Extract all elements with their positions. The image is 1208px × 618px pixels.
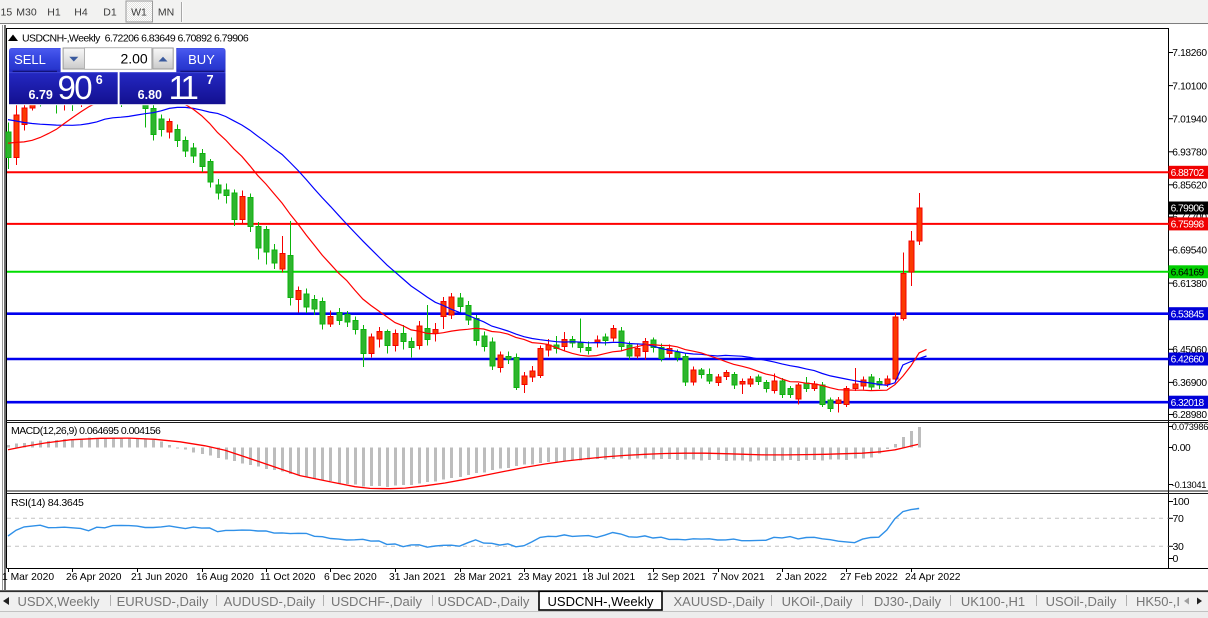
svg-text:7: 7 (207, 73, 214, 87)
svg-text:0.00: 0.00 (1172, 443, 1191, 454)
svg-text:0.073986: 0.073986 (1172, 422, 1208, 432)
svg-text:6.69540: 6.69540 (1172, 246, 1207, 257)
svg-text:90: 90 (58, 69, 93, 106)
svg-text:16 Aug 2020: 16 Aug 2020 (196, 572, 254, 583)
svg-text:18 Jul 2021: 18 Jul 2021 (582, 572, 636, 583)
svg-text:7.18260: 7.18260 (1172, 48, 1207, 59)
svg-text:31 Jan 2021: 31 Jan 2021 (389, 572, 446, 583)
svg-text:11: 11 (169, 69, 198, 106)
svg-text:6: 6 (96, 73, 103, 87)
svg-text:21 Jun 2020: 21 Jun 2020 (131, 572, 188, 583)
svg-text:6.32018: 6.32018 (1171, 398, 1205, 409)
svg-text:USDCHF-,Daily: USDCHF-,Daily (331, 594, 423, 609)
svg-text:MN: MN (158, 7, 174, 19)
svg-text:H4: H4 (74, 7, 88, 19)
svg-text:6.64169: 6.64169 (1171, 268, 1205, 279)
svg-text:1 Mar 2020: 1 Mar 2020 (2, 572, 54, 583)
svg-text:7 Nov 2021: 7 Nov 2021 (712, 572, 765, 583)
svg-text:7.10100: 7.10100 (1172, 81, 1207, 92)
svg-text:RSI(14) 84.3645: RSI(14) 84.3645 (11, 497, 84, 509)
svg-text:7.01940: 7.01940 (1172, 114, 1207, 125)
svg-text:XAUUSD-,Daily: XAUUSD-,Daily (673, 594, 765, 609)
svg-text:6.93780: 6.93780 (1172, 148, 1207, 159)
svg-text:70: 70 (1173, 513, 1185, 525)
svg-text:6.85620: 6.85620 (1172, 181, 1207, 192)
svg-text:DJ30-,Daily: DJ30-,Daily (874, 594, 942, 609)
svg-text:SELL: SELL (14, 52, 46, 67)
svg-text:6.36900: 6.36900 (1172, 378, 1207, 389)
svg-text:USDX,Weekly: USDX,Weekly (17, 594, 100, 609)
svg-text:W1: W1 (131, 7, 147, 19)
svg-text:D1: D1 (103, 7, 117, 19)
svg-text:26 Apr 2020: 26 Apr 2020 (66, 572, 122, 583)
svg-text:6.79906: 6.79906 (1171, 204, 1205, 215)
svg-text:6.79: 6.79 (29, 88, 53, 102)
svg-text:-0.13041: -0.13041 (1172, 480, 1206, 490)
svg-text:6.80: 6.80 (138, 88, 162, 102)
svg-text:27 Feb 2022: 27 Feb 2022 (840, 572, 898, 583)
svg-text:11 Oct 2020: 11 Oct 2020 (260, 572, 316, 583)
svg-text:UK100-,H1: UK100-,H1 (961, 594, 1025, 609)
svg-text:UKOil-,Daily: UKOil-,Daily (782, 594, 853, 609)
svg-text:6.42660: 6.42660 (1171, 355, 1205, 366)
svg-text:USDCAD-,Daily: USDCAD-,Daily (438, 594, 530, 609)
svg-text:M15: M15 (0, 7, 12, 19)
svg-text:2.00: 2.00 (120, 50, 147, 66)
svg-text:M30: M30 (16, 7, 37, 19)
svg-text:USDCNH-,Weekly 6.72206 6.8364: USDCNH-,Weekly 6.72206 6.83649 6.70892 6… (22, 33, 249, 45)
svg-text:6.28980: 6.28980 (1172, 410, 1207, 421)
svg-text:2 Jan 2022: 2 Jan 2022 (776, 572, 827, 583)
svg-text:6.88702: 6.88702 (1171, 168, 1205, 179)
svg-text:6.75998: 6.75998 (1171, 220, 1205, 231)
svg-text:BUY: BUY (188, 52, 215, 67)
svg-text:H1: H1 (47, 7, 61, 19)
svg-text:EURUSD-,Daily: EURUSD-,Daily (117, 594, 209, 609)
svg-text:30: 30 (1173, 541, 1185, 553)
svg-text:24 Apr 2022: 24 Apr 2022 (905, 572, 961, 583)
svg-text:USOil-,Daily: USOil-,Daily (1046, 594, 1117, 609)
svg-text:23 May 2021: 23 May 2021 (518, 572, 578, 583)
svg-text:HK50-,I: HK50-,I (1136, 594, 1180, 609)
svg-text:6.61380: 6.61380 (1172, 279, 1207, 290)
svg-text:USDCNH-,Weekly: USDCNH-,Weekly (548, 594, 654, 609)
svg-text:6.53845: 6.53845 (1171, 309, 1205, 320)
svg-text:6 Dec 2020: 6 Dec 2020 (324, 572, 377, 583)
svg-text:6.45060: 6.45060 (1172, 345, 1207, 356)
svg-text:100: 100 (1173, 496, 1190, 508)
svg-text:12 Sep 2021: 12 Sep 2021 (647, 572, 706, 583)
svg-text:MACD(12,26,9) 0.064695 0.00415: MACD(12,26,9) 0.064695 0.004156 (11, 425, 161, 437)
svg-text:28 Mar 2021: 28 Mar 2021 (454, 572, 512, 583)
svg-text:AUDUSD-,Daily: AUDUSD-,Daily (224, 594, 316, 609)
svg-text:0: 0 (1173, 553, 1179, 565)
